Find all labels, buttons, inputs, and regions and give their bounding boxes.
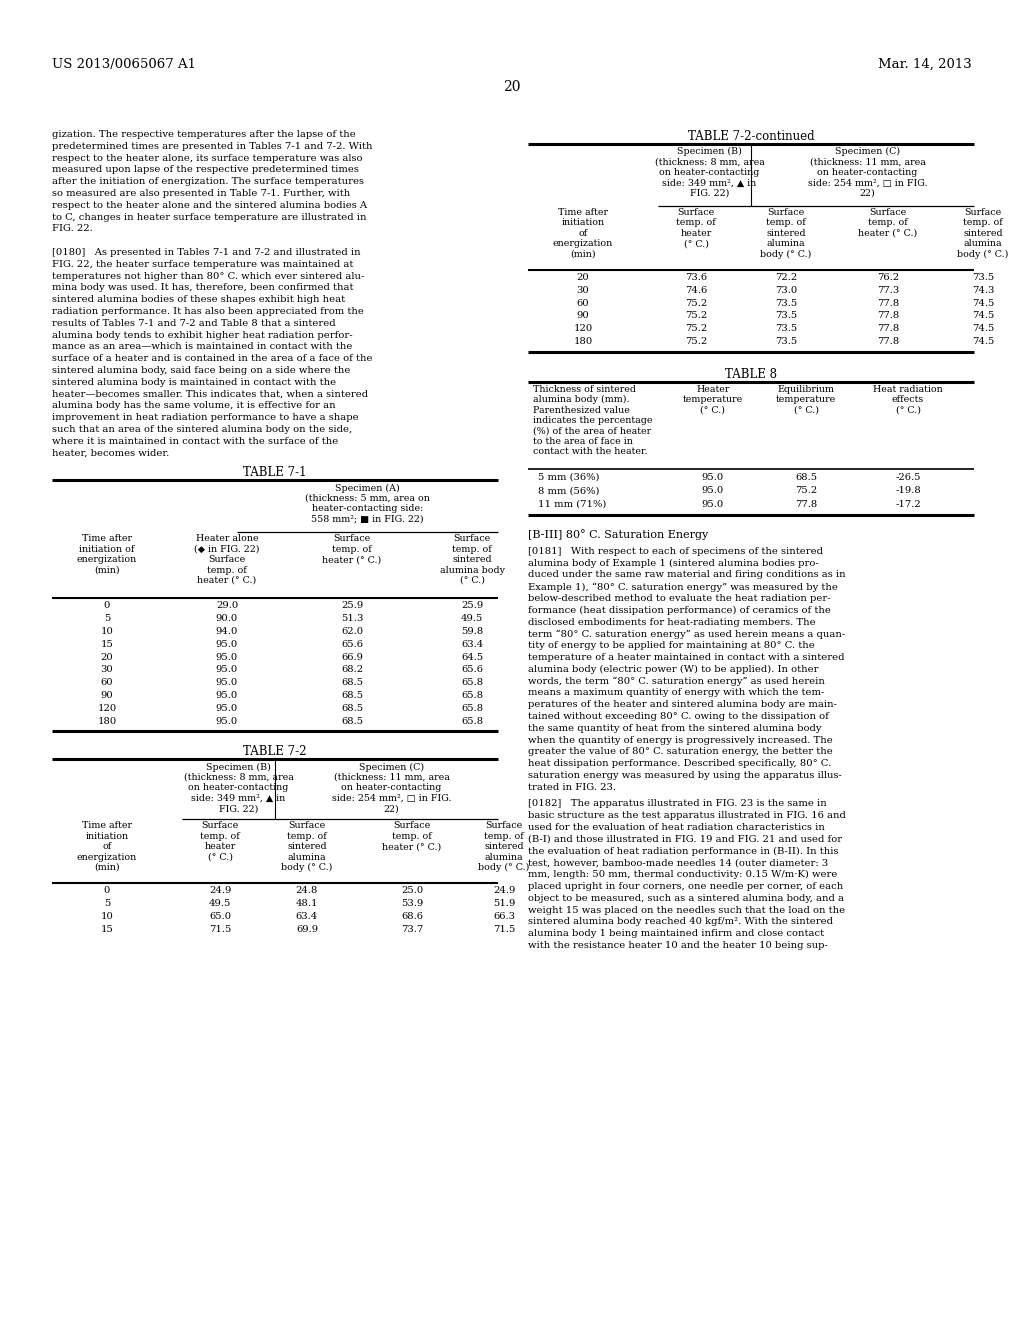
Text: 68.5: 68.5 — [341, 678, 364, 688]
Text: [B-III] 80° C. Saturation Energy: [B-III] 80° C. Saturation Energy — [528, 529, 709, 540]
Text: heat dissipation performance. Described specifically, 80° C.: heat dissipation performance. Described … — [528, 759, 831, 768]
Text: 71.5: 71.5 — [493, 925, 515, 933]
Text: to C, changes in heater surface temperature are illustrated in: to C, changes in heater surface temperat… — [52, 213, 367, 222]
Text: 60: 60 — [577, 298, 590, 308]
Text: peratures of the heater and sintered alumina body are main-: peratures of the heater and sintered alu… — [528, 700, 837, 709]
Text: 95.0: 95.0 — [216, 690, 239, 700]
Text: Time after
initiation
of
energization
(min): Time after initiation of energization (m… — [77, 821, 137, 873]
Text: 25.9: 25.9 — [341, 602, 364, 610]
Text: 73.6: 73.6 — [685, 273, 707, 282]
Text: (B-I) and those illustrated in FIG. 19 and FIG. 21 and used for: (B-I) and those illustrated in FIG. 19 a… — [528, 834, 842, 843]
Text: Time after
initiation of
energization
(min): Time after initiation of energization (m… — [77, 535, 137, 574]
Text: 15: 15 — [100, 925, 114, 933]
Text: 68.6: 68.6 — [401, 912, 423, 921]
Text: 74.3: 74.3 — [972, 286, 994, 294]
Text: Surface
temp. of
heater (° C.): Surface temp. of heater (° C.) — [323, 535, 382, 564]
Text: Heater alone
(◆ in FIG. 22)
Surface
temp. of
heater (° C.): Heater alone (◆ in FIG. 22) Surface temp… — [195, 535, 260, 585]
Text: respect to the heater alone, its surface temperature was also: respect to the heater alone, its surface… — [52, 153, 362, 162]
Text: below-described method to evaluate the heat radiation per-: below-described method to evaluate the h… — [528, 594, 830, 603]
Text: 10: 10 — [100, 627, 114, 636]
Text: 30: 30 — [100, 665, 114, 675]
Text: 68.2: 68.2 — [341, 665, 364, 675]
Text: 95.0: 95.0 — [701, 500, 724, 508]
Text: 95.0: 95.0 — [216, 704, 239, 713]
Text: 69.9: 69.9 — [296, 925, 318, 933]
Text: Surface
temp. of
sintered
alumina body
(° C.): Surface temp. of sintered alumina body (… — [439, 535, 505, 585]
Text: heater—becomes smaller. This indicates that, when a sintered: heater—becomes smaller. This indicates t… — [52, 389, 368, 399]
Text: 5: 5 — [103, 614, 111, 623]
Text: radiation performance. It has also been appreciated from the: radiation performance. It has also been … — [52, 308, 364, 315]
Text: 49.5: 49.5 — [461, 614, 483, 623]
Text: 10: 10 — [100, 912, 114, 921]
Text: sintered alumina bodies of these shapes exhibit high heat: sintered alumina bodies of these shapes … — [52, 296, 345, 304]
Text: 8 mm (56%): 8 mm (56%) — [538, 486, 599, 495]
Text: the same quantity of heat from the sintered alumina body: the same quantity of heat from the sinte… — [528, 723, 821, 733]
Text: 62.0: 62.0 — [341, 627, 364, 636]
Text: 5: 5 — [103, 899, 111, 908]
Text: 0: 0 — [103, 887, 111, 895]
Text: 74.5: 74.5 — [972, 298, 994, 308]
Text: Specimen (B)
(thickness: 8 mm, area
on heater-contacting
side: 349 mm², ▲ in
FIG: Specimen (B) (thickness: 8 mm, area on h… — [183, 763, 294, 813]
Text: 64.5: 64.5 — [461, 652, 483, 661]
Text: 90: 90 — [577, 312, 590, 321]
Text: 90: 90 — [100, 690, 114, 700]
Text: 20: 20 — [577, 273, 590, 282]
Text: Heat radiation
effects
(° C.): Heat radiation effects (° C.) — [873, 385, 943, 414]
Text: with the resistance heater 10 and the heater 10 being sup-: with the resistance heater 10 and the he… — [528, 941, 827, 950]
Text: -26.5: -26.5 — [895, 473, 921, 482]
Text: trated in FIG. 23.: trated in FIG. 23. — [528, 783, 616, 792]
Text: 73.5: 73.5 — [972, 273, 994, 282]
Text: mina body was used. It has, therefore, been confirmed that: mina body was used. It has, therefore, b… — [52, 284, 353, 293]
Text: 49.5: 49.5 — [209, 899, 231, 908]
Text: 95.0: 95.0 — [216, 652, 239, 661]
Text: 30: 30 — [577, 286, 590, 294]
Text: Example 1), “80° C. saturation energy” was measured by the: Example 1), “80° C. saturation energy” w… — [528, 582, 838, 591]
Text: 73.5: 73.5 — [775, 298, 797, 308]
Text: TABLE 8: TABLE 8 — [725, 368, 777, 380]
Text: saturation energy was measured by using the apparatus illus-: saturation energy was measured by using … — [528, 771, 842, 780]
Text: TABLE 7-1: TABLE 7-1 — [244, 466, 307, 479]
Text: [0182]   The apparatus illustrated in FIG. 23 is the same in: [0182] The apparatus illustrated in FIG.… — [528, 800, 826, 808]
Text: where it is maintained in contact with the surface of the: where it is maintained in contact with t… — [52, 437, 338, 446]
Text: 75.2: 75.2 — [685, 298, 708, 308]
Text: tained without exceeding 80° C. owing to the dissipation of: tained without exceeding 80° C. owing to… — [528, 711, 828, 721]
Text: -17.2: -17.2 — [895, 500, 921, 508]
Text: 24.9: 24.9 — [493, 887, 515, 895]
Text: 65.6: 65.6 — [341, 640, 362, 649]
Text: greater the value of 80° C. saturation energy, the better the: greater the value of 80° C. saturation e… — [528, 747, 833, 756]
Text: 73.7: 73.7 — [400, 925, 423, 933]
Text: object to be measured, such as a sintered alumina body, and a: object to be measured, such as a sintere… — [528, 894, 844, 903]
Text: 66.9: 66.9 — [341, 652, 362, 661]
Text: 180: 180 — [97, 717, 117, 726]
Text: 65.8: 65.8 — [461, 704, 483, 713]
Text: Surface
temp. of
sintered
alumina
body (° C.): Surface temp. of sintered alumina body (… — [478, 821, 529, 873]
Text: words, the term “80° C. saturation energy” as used herein: words, the term “80° C. saturation energ… — [528, 677, 825, 686]
Text: placed upright in four corners, one needle per corner, of each: placed upright in four corners, one need… — [528, 882, 843, 891]
Text: Heater
temperature
(° C.): Heater temperature (° C.) — [683, 385, 743, 414]
Text: 53.9: 53.9 — [400, 899, 423, 908]
Text: FIG. 22, the heater surface temperature was maintained at: FIG. 22, the heater surface temperature … — [52, 260, 353, 269]
Text: 95.0: 95.0 — [701, 486, 724, 495]
Text: formance (heat dissipation performance) of ceramics of the: formance (heat dissipation performance) … — [528, 606, 830, 615]
Text: used for the evaluation of heat radiation characteristics in: used for the evaluation of heat radiatio… — [528, 822, 825, 832]
Text: Mar. 14, 2013: Mar. 14, 2013 — [879, 58, 972, 71]
Text: 74.5: 74.5 — [972, 337, 994, 346]
Text: 74.5: 74.5 — [972, 312, 994, 321]
Text: gization. The respective temperatures after the lapse of the: gization. The respective temperatures af… — [52, 129, 355, 139]
Text: Equilibrium
temperature
(° C.): Equilibrium temperature (° C.) — [776, 385, 837, 414]
Text: 95.0: 95.0 — [216, 717, 239, 726]
Text: 68.5: 68.5 — [795, 473, 817, 482]
Text: Surface
temp. of
sintered
alumina
body (° C.): Surface temp. of sintered alumina body (… — [760, 209, 812, 259]
Text: 29.0: 29.0 — [216, 602, 239, 610]
Text: 65.6: 65.6 — [461, 665, 483, 675]
Text: sintered alumina body is maintained in contact with the: sintered alumina body is maintained in c… — [52, 378, 336, 387]
Text: 75.2: 75.2 — [685, 337, 708, 346]
Text: Surface
temp. of
sintered
alumina
body (° C.): Surface temp. of sintered alumina body (… — [282, 821, 333, 873]
Text: Surface
temp. of
heater (° C.): Surface temp. of heater (° C.) — [382, 821, 441, 851]
Text: 66.3: 66.3 — [493, 912, 515, 921]
Text: 68.5: 68.5 — [341, 704, 364, 713]
Text: 5 mm (36%): 5 mm (36%) — [538, 473, 599, 482]
Text: 74.6: 74.6 — [685, 286, 708, 294]
Text: 76.2: 76.2 — [877, 273, 899, 282]
Text: 77.3: 77.3 — [877, 286, 899, 294]
